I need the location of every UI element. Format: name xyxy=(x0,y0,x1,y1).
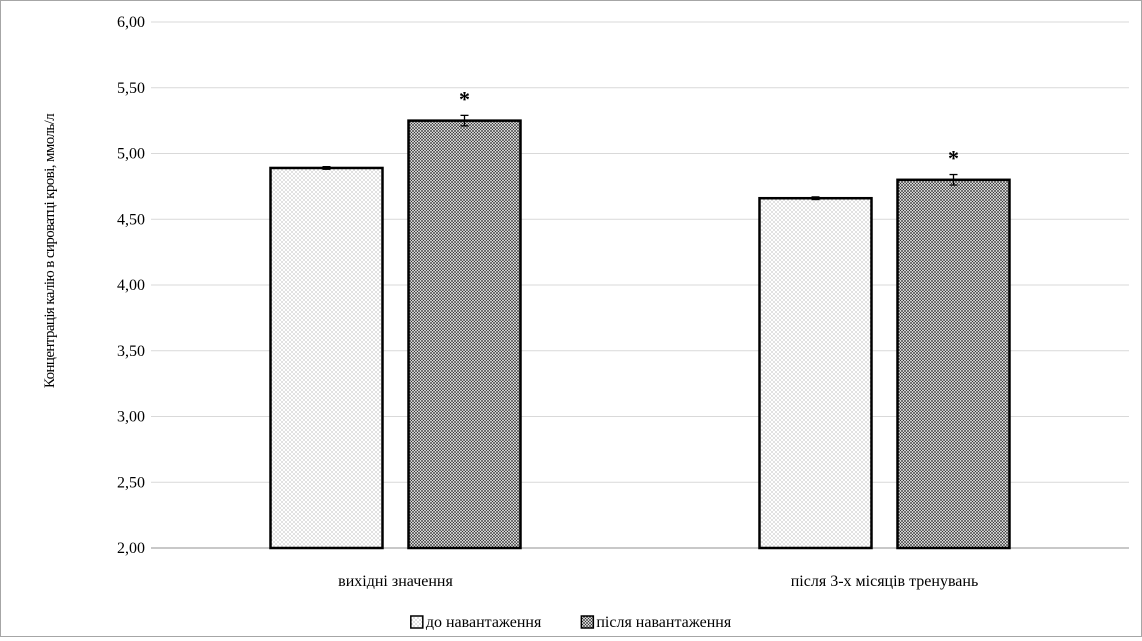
legend: до навантаження після навантаження xyxy=(410,614,732,631)
y-tick-label: 3,50 xyxy=(117,343,145,360)
y-axis-label-group: Концентрація калію в сироватці крові, мм… xyxy=(42,113,58,388)
x-tick-label: після 3-х місяців тренувань xyxy=(791,573,979,590)
y-tick-label: 3,00 xyxy=(117,409,145,426)
x-axis-ticks: вихідні значення після 3-х місяців тренув… xyxy=(338,573,978,590)
error-bars xyxy=(322,114,958,201)
significance-marker: * xyxy=(948,146,959,171)
y-tick-label: 5,00 xyxy=(117,146,145,163)
legend-swatch xyxy=(410,615,424,629)
bar xyxy=(758,196,873,550)
y-tick-label: 4,50 xyxy=(117,211,145,228)
y-tick-label: 2,50 xyxy=(117,474,145,491)
x-tick-label: вихідні значення xyxy=(338,573,453,590)
y-tick-label: 2,00 xyxy=(117,540,145,557)
bar xyxy=(269,166,384,550)
bar xyxy=(896,178,1011,550)
y-axis-label: Концентрація калію в сироватці крові, мм… xyxy=(42,113,58,388)
bars xyxy=(269,119,1011,550)
legend-label: після навантаження xyxy=(596,614,731,631)
bar xyxy=(407,119,522,550)
legend-label: до навантаження xyxy=(426,614,542,631)
y-tick-label: 4,00 xyxy=(117,277,145,294)
annotations: ** xyxy=(459,86,959,170)
y-axis-ticks: 2,00 2,50 3,00 3,50 4,00 4,50 5,00 5,50 6,00 xyxy=(117,14,145,557)
y-tick-label: 6,00 xyxy=(117,14,145,31)
significance-marker: * xyxy=(459,86,470,111)
y-tick-label: 5,50 xyxy=(117,80,145,97)
legend-swatch xyxy=(580,615,595,629)
